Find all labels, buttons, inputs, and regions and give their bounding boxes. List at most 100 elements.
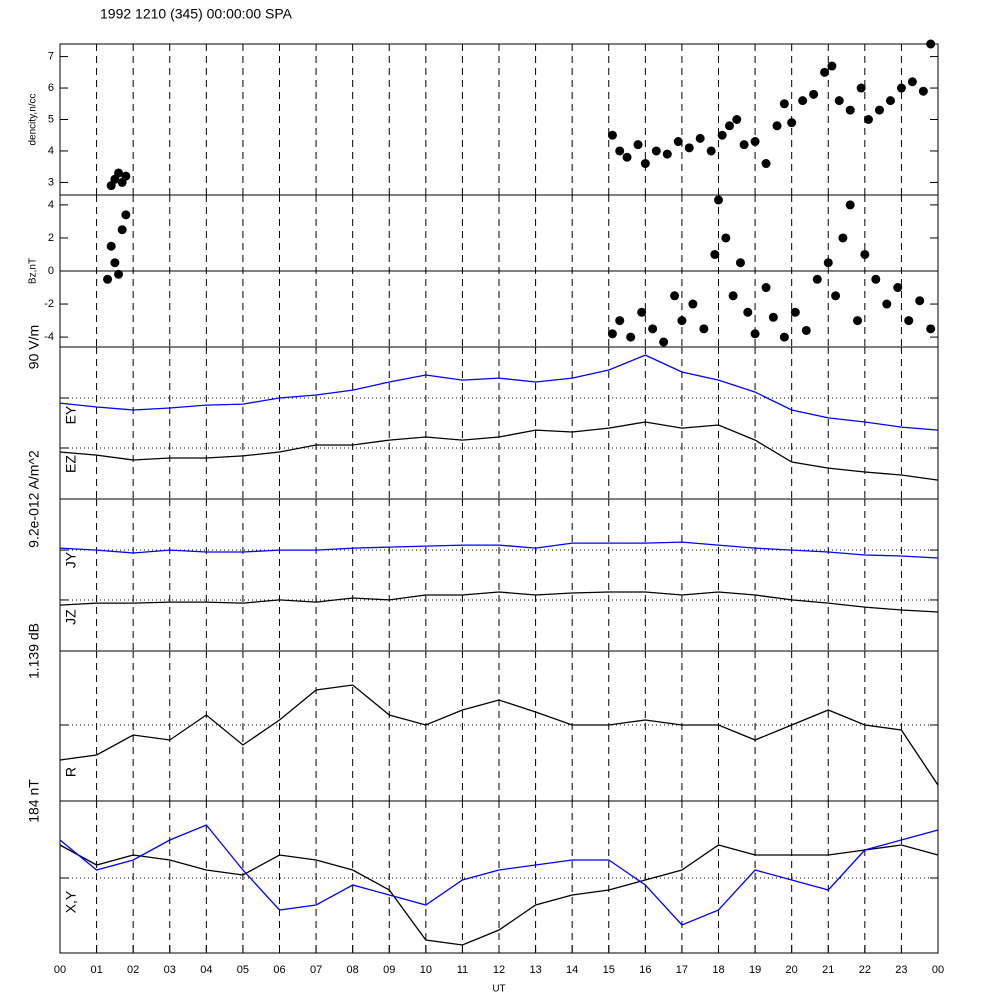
x-tick-label: 17 (676, 964, 688, 976)
series-label: R (63, 767, 79, 777)
data-point (710, 249, 720, 259)
data-point (662, 149, 672, 159)
data-point (812, 274, 822, 284)
data-line (59, 354, 939, 431)
data-point (706, 146, 716, 156)
data-point (801, 325, 811, 335)
x-tick-label: 01 (90, 964, 102, 976)
data-line (59, 844, 939, 946)
data-point (926, 39, 936, 49)
data-point (724, 121, 734, 131)
data-point (622, 152, 632, 162)
data-point (896, 83, 906, 93)
data-point (790, 307, 800, 317)
data-point (648, 324, 658, 334)
data-point (838, 233, 848, 243)
x-tick-label: 04 (200, 964, 212, 976)
data-point (918, 86, 928, 96)
x-axis-label: UT (492, 984, 505, 995)
data-point (853, 316, 863, 326)
data-point (739, 140, 749, 150)
y-tick-label: 4 (48, 199, 54, 211)
series-label: JY (63, 551, 79, 568)
data-point (714, 195, 723, 205)
x-tick-label: 00 (54, 964, 66, 976)
x-tick-label: 05 (237, 964, 249, 976)
data-point (121, 171, 131, 181)
data-point (904, 316, 914, 326)
data-point (721, 233, 731, 243)
x-tick-label: 09 (383, 964, 395, 976)
x-tick-label: 02 (127, 964, 139, 976)
data-line (59, 824, 939, 926)
data-point (915, 296, 925, 306)
data-point (845, 105, 855, 115)
data-point (607, 130, 617, 140)
x-tick-label: 12 (493, 964, 505, 976)
data-point (820, 67, 830, 77)
x-tick-label: 15 (603, 964, 615, 976)
data-point (856, 83, 866, 93)
y-tick-label: 7 (48, 50, 54, 62)
y-axis-label: dencity,n/cc (28, 93, 39, 145)
x-tick-label: 00 (932, 964, 944, 976)
data-point (114, 269, 124, 279)
data-point (670, 291, 680, 301)
chart-title: 1992 1210 (345) 00:00:00 SPA (100, 6, 293, 22)
data-line (59, 541, 939, 559)
y-tick-label: 0 (48, 265, 54, 277)
x-tick-label: 21 (822, 964, 834, 976)
scale-label: 90 V/m (26, 325, 42, 369)
y-tick-label: -4 (44, 331, 54, 343)
data-point (882, 299, 892, 309)
scale-label: 1.139 dB (26, 623, 42, 679)
data-point (121, 210, 131, 220)
data-point (827, 61, 837, 71)
data-point (695, 133, 705, 143)
data-point (907, 77, 917, 87)
y-axis-label: Bz,nT (28, 258, 39, 284)
x-tick-label: 23 (895, 964, 907, 976)
data-point (717, 130, 727, 140)
data-line (59, 421, 939, 481)
data-point (860, 249, 870, 259)
series-label: EY (63, 405, 79, 424)
data-point (809, 89, 819, 99)
data-point (615, 316, 625, 326)
x-tick-label: 07 (310, 964, 322, 976)
y-tick-label: 3 (48, 176, 54, 188)
y-tick-label: 6 (48, 82, 54, 94)
y-tick-label: 5 (48, 113, 54, 125)
y-tick-label: 2 (48, 232, 54, 244)
data-point (615, 146, 625, 156)
data-point (640, 159, 650, 169)
data-point (761, 159, 771, 169)
x-tick-label: 13 (529, 964, 541, 976)
data-point (103, 274, 113, 284)
data-point (633, 140, 643, 150)
data-point (607, 329, 617, 339)
data-point (114, 168, 124, 178)
data-point (743, 307, 753, 317)
data-point (735, 258, 745, 268)
data-point (779, 332, 789, 342)
data-point (798, 96, 808, 106)
x-tick-label: 10 (420, 964, 432, 976)
scale-label: 9.2e-012 A/m^2 (26, 450, 42, 548)
series-label: X,Y (63, 890, 79, 913)
data-point (117, 225, 127, 235)
data-point (863, 115, 873, 124)
x-tick-label: 16 (639, 964, 651, 976)
x-tick-label: 14 (566, 964, 578, 976)
data-point (893, 283, 903, 293)
data-point (110, 258, 120, 268)
x-tick-label: 06 (273, 964, 285, 976)
data-point (779, 99, 789, 109)
data-point (823, 258, 833, 268)
data-point (732, 115, 742, 124)
series-label: EZ (63, 455, 79, 473)
data-point (926, 324, 936, 334)
data-point (637, 307, 647, 317)
data-point (871, 274, 881, 284)
